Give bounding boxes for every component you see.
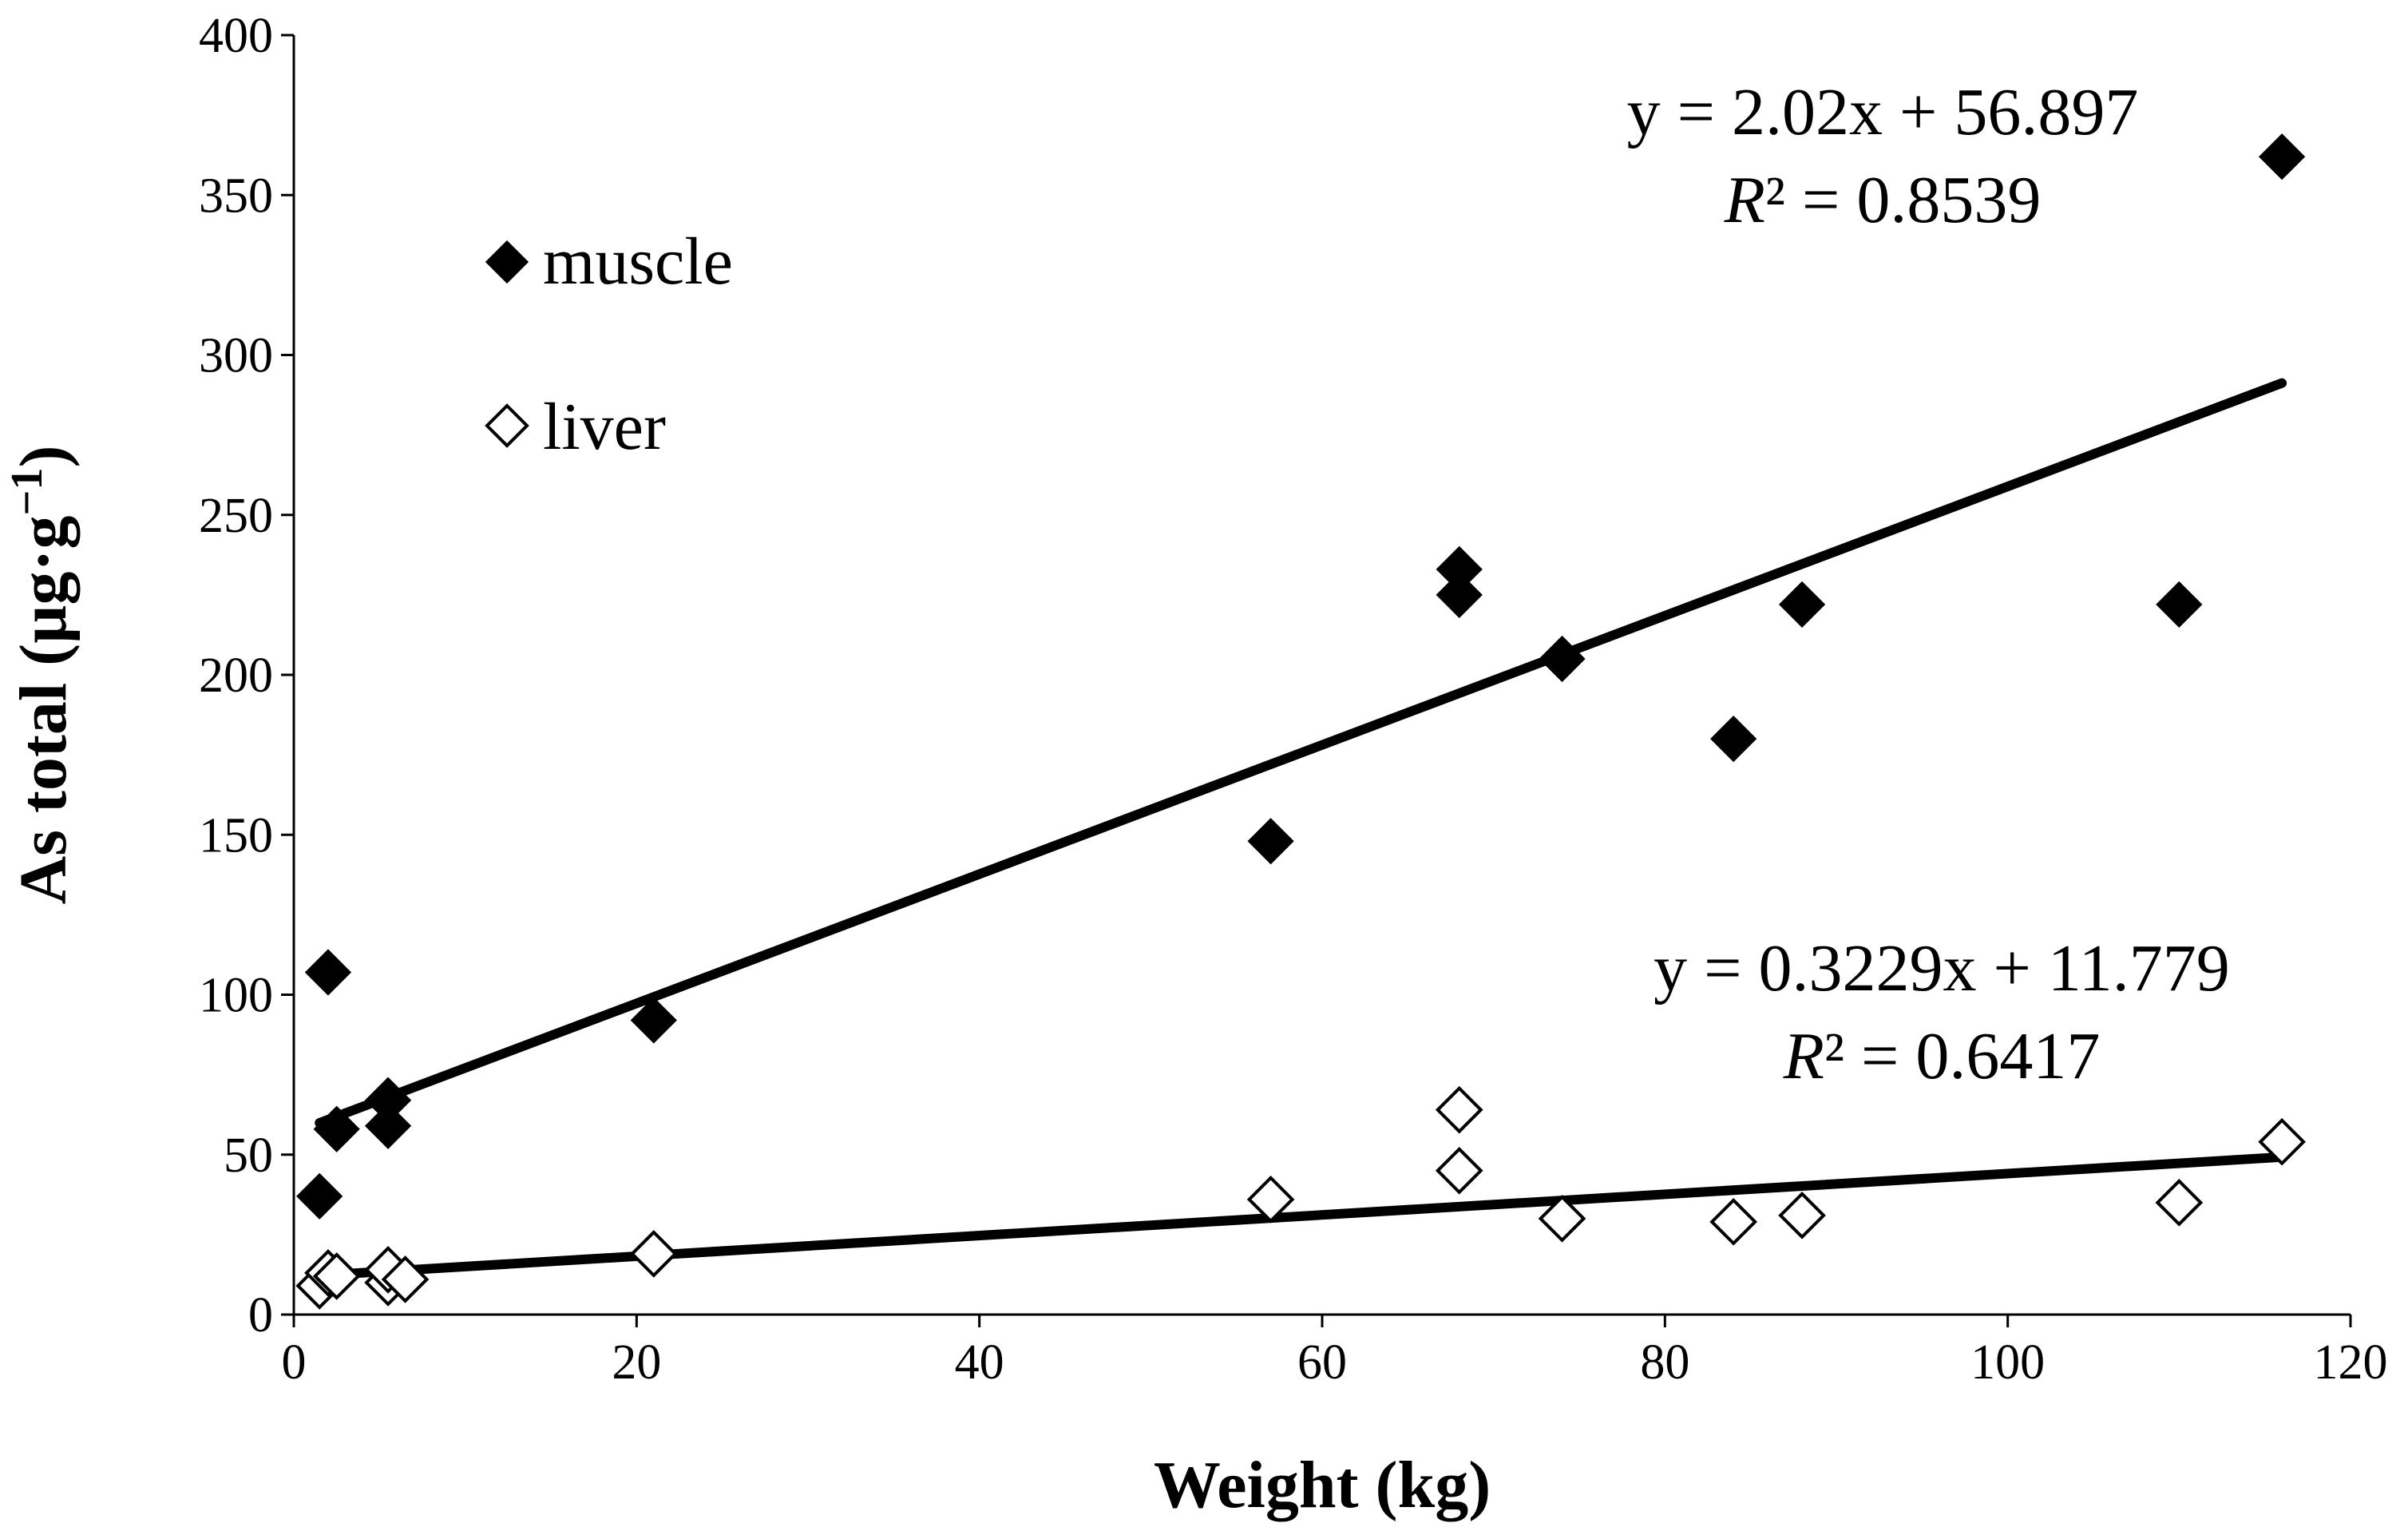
- legend-label-liver: liver: [543, 390, 666, 464]
- trend-line-liver: [315, 1152, 2287, 1280]
- point-liver-10: [1538, 1195, 1586, 1243]
- point-muscle-10: [1710, 715, 1757, 763]
- y-tick-label-300: 300: [199, 329, 273, 383]
- muscle-equation: y = 2.02x + 56.897 R² = 0.8539: [1627, 75, 2139, 237]
- muscle-equation-text: y = 2.02x + 56.897: [1627, 75, 2139, 149]
- y-axis-title-superscript: −1: [2, 468, 52, 516]
- y-tick-label-250: 250: [199, 489, 273, 543]
- point-muscle-11: [1778, 581, 1826, 629]
- liver-equation-text: y = 0.3229x + 11.779: [1654, 931, 2230, 1005]
- legend-item-muscle: muscle: [485, 224, 733, 299]
- y-tick-label-400: 400: [199, 9, 273, 63]
- point-muscle-9: [1539, 635, 1586, 683]
- liver-equation: y = 0.3229x + 11.779 R² = 0.6417: [1654, 931, 2230, 1093]
- trend-line-muscle: [315, 378, 2287, 1128]
- y-axis-title: As total (µg·g−1): [2, 446, 81, 905]
- point-liver-2: [312, 1252, 361, 1300]
- x-tick-label-120: 120: [2314, 1335, 2388, 1390]
- y-tick-label-350: 350: [199, 169, 273, 223]
- x-ticks: 0 20 40 60 80 100 120: [282, 1315, 2388, 1390]
- x-tick-label-60: 60: [1297, 1335, 1347, 1390]
- point-muscle-8: [1436, 545, 1483, 593]
- point-liver-11: [1709, 1198, 1758, 1246]
- point-muscle-5: [630, 997, 677, 1044]
- y-axis-title-main: As total (µg·g: [6, 515, 81, 904]
- point-liver-8: [1435, 1085, 1483, 1134]
- point-muscle-7: [1436, 571, 1483, 618]
- point-liver-13: [2155, 1178, 2204, 1227]
- point-muscle-4: [364, 1077, 412, 1124]
- point-muscle-6: [1247, 818, 1294, 865]
- point-muscle-12: [2156, 581, 2203, 629]
- legend: muscle liver: [485, 224, 733, 464]
- x-tick-label-80: 80: [1640, 1335, 1689, 1390]
- x-tick-label-0: 0: [282, 1335, 307, 1390]
- liver-r2-symbol: R: [1783, 1019, 1824, 1093]
- point-liver-7: [1246, 1175, 1295, 1224]
- point-muscle-1: [304, 949, 352, 996]
- point-liver-12: [1778, 1192, 1826, 1239]
- trend-lines: [315, 378, 2287, 1280]
- muscle-r2-text: R² = 0.8539: [1724, 163, 2042, 237]
- data-points: [295, 133, 2306, 1310]
- liver-r2-value: ² = 0.6417: [1824, 1019, 2101, 1093]
- legend-label-muscle: muscle: [543, 224, 733, 299]
- y-tick-label-200: 200: [199, 648, 273, 703]
- y-ticks: 0 50 100 150 200 250 300 350 400: [199, 9, 294, 1343]
- point-muscle-3: [364, 1102, 412, 1149]
- point-muscle-0: [296, 1172, 343, 1220]
- point-liver-6: [629, 1230, 678, 1278]
- legend-marker-muscle: [485, 240, 529, 284]
- y-tick-label-150: 150: [199, 808, 273, 863]
- x-tick-label-40: 40: [955, 1335, 1004, 1390]
- point-liver-5: [381, 1255, 430, 1303]
- muscle-r2-symbol: R: [1724, 163, 1765, 237]
- y-tick-label-100: 100: [199, 969, 273, 1023]
- muscle-r2-value: ² = 0.8539: [1765, 163, 2042, 237]
- y-tick-label-50: 50: [224, 1128, 273, 1183]
- x-tick-label-20: 20: [612, 1335, 661, 1390]
- legend-item-liver: liver: [485, 390, 666, 464]
- liver-r2-text: R² = 0.6417: [1783, 1019, 2101, 1093]
- point-liver-9: [1435, 1146, 1483, 1195]
- y-axis-title-close: ): [6, 446, 81, 468]
- point-muscle-2: [313, 1105, 360, 1152]
- x-axis-title: Weight (kg): [1154, 1448, 1491, 1522]
- point-muscle-13: [2259, 133, 2306, 180]
- legend-marker-liver: [485, 403, 529, 448]
- y-tick-label-0: 0: [248, 1288, 273, 1343]
- point-liver-14: [2258, 1117, 2306, 1166]
- x-tick-label-100: 100: [1970, 1335, 2045, 1390]
